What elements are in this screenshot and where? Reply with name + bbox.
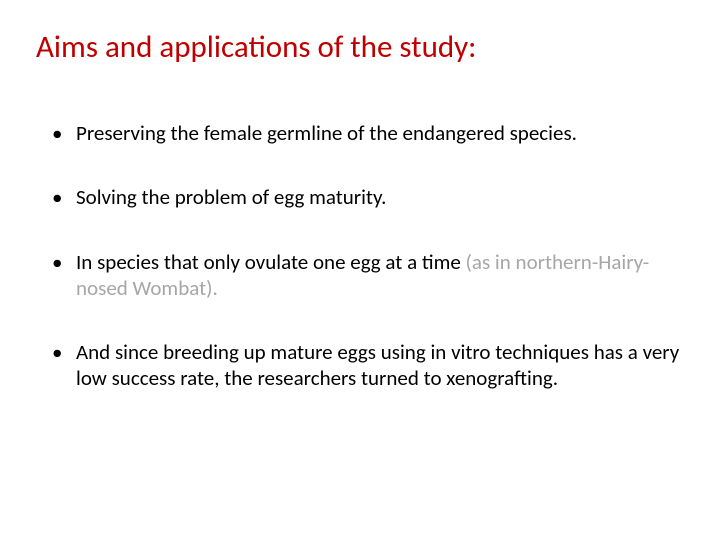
bullet-list: Preserving the female germline of the en… <box>36 120 684 392</box>
bullet-text: Preserving the female germline of the en… <box>76 120 577 146</box>
list-item: And since breeding up mature eggs using … <box>52 339 684 392</box>
bullet-text: Solving the problem of egg maturity. <box>76 184 386 210</box>
list-item: Preserving the female germline of the en… <box>52 120 684 146</box>
slide-title: Aims and applications of the study: <box>36 28 684 66</box>
bullet-text: And since breeding up mature eggs using … <box>76 339 679 391</box>
list-item: In species that only ovulate one egg at … <box>52 249 684 302</box>
slide: Aims and applications of the study: Pres… <box>0 0 720 540</box>
list-item: Solving the problem of egg maturity. <box>52 184 684 210</box>
bullet-text: In species that only ovulate one egg at … <box>76 249 466 275</box>
